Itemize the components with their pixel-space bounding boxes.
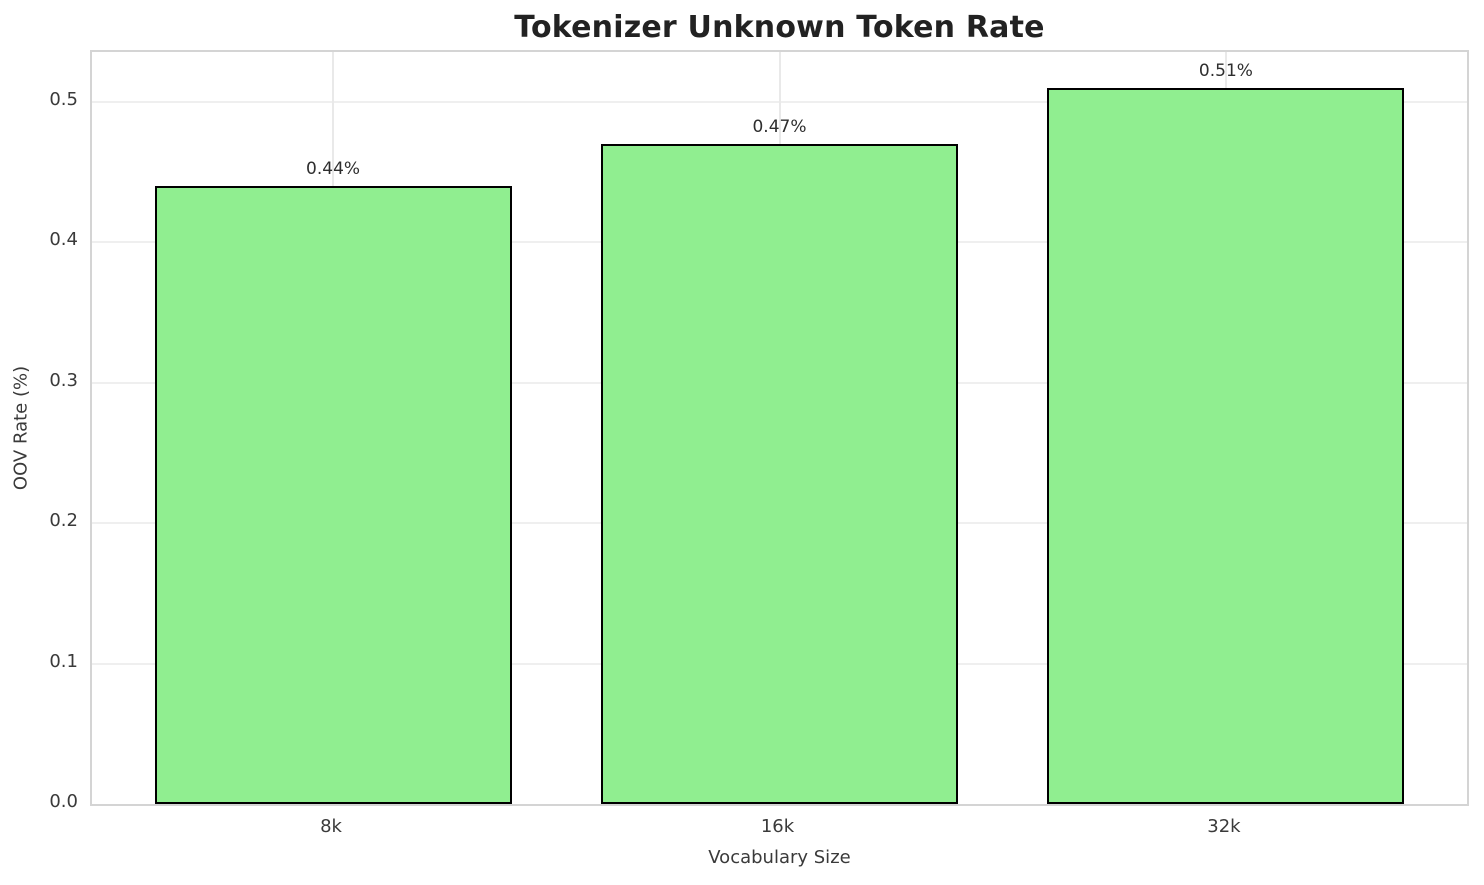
x-tick-label: 32k [1207,816,1241,837]
bar-value-label: 0.44% [306,159,361,180]
y-axis-label: OOV Rate (%) [10,365,32,491]
plot-area: 0.44% 0.47% 0.51% [90,50,1469,806]
y-tick-label: 0.5 [49,88,78,110]
bar-8k [154,186,512,804]
x-axis-label: Vocabulary Size [708,847,851,868]
y-tick-label: 0.2 [49,510,78,532]
x-tick-label: 8k [320,816,342,837]
x-tick-label: 16k [760,816,795,837]
y-tick-label: 0.0 [49,791,78,812]
chart-title: Tokenizer Unknown Token Rate [514,10,1045,45]
y-tick-label: 0.4 [49,229,78,251]
bar-value-label: 0.51% [1198,60,1253,81]
y-tick-label: 0.3 [49,369,78,391]
bar-16k [600,143,959,804]
y-tick-label: 0.1 [49,650,78,672]
bar-32k [1047,87,1405,804]
bar-value-label: 0.47% [752,116,807,137]
